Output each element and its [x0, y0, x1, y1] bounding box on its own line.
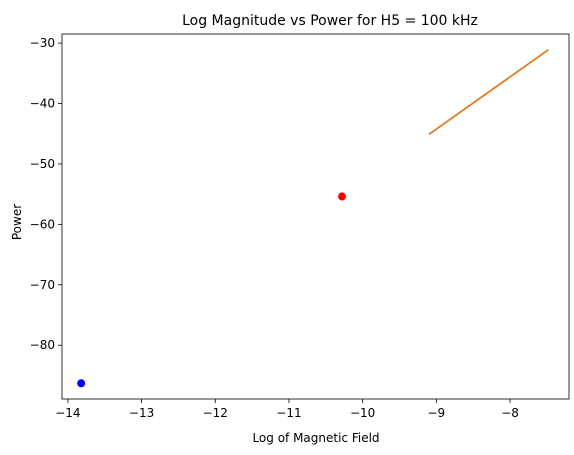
chart-title: Log Magnitude vs Power for H5 = 100 kHz — [182, 13, 478, 29]
x-tick-label: −8 — [501, 406, 519, 420]
y-axis-label: Power — [10, 204, 24, 240]
x-axis-label: Log of Magnetic Field — [252, 431, 379, 445]
y-tick-label: −30 — [30, 36, 55, 50]
y-tick-label: −50 — [30, 157, 55, 171]
data-point — [338, 192, 347, 201]
data-point — [77, 379, 86, 388]
y-tick-label: −80 — [30, 338, 55, 352]
x-tick-label: −14 — [55, 406, 80, 420]
x-tick-label: −12 — [203, 406, 228, 420]
x-tick-label: −9 — [428, 406, 446, 420]
y-tick-label: −60 — [30, 217, 55, 231]
series-line — [428, 48, 549, 136]
x-axis-ticks: −14 −13 −12 −11 −10 −9 −8 — [55, 399, 519, 420]
x-tick-label: −10 — [350, 406, 375, 420]
y-tick-label: −70 — [30, 278, 55, 292]
x-tick-label: −13 — [129, 406, 154, 420]
y-tick-label: −40 — [30, 96, 55, 110]
data-points — [77, 192, 347, 388]
data-lines — [428, 48, 549, 136]
x-tick-label: −11 — [276, 406, 301, 420]
y-axis-ticks: −80 −70 −60 −50 −40 −30 — [30, 36, 62, 352]
